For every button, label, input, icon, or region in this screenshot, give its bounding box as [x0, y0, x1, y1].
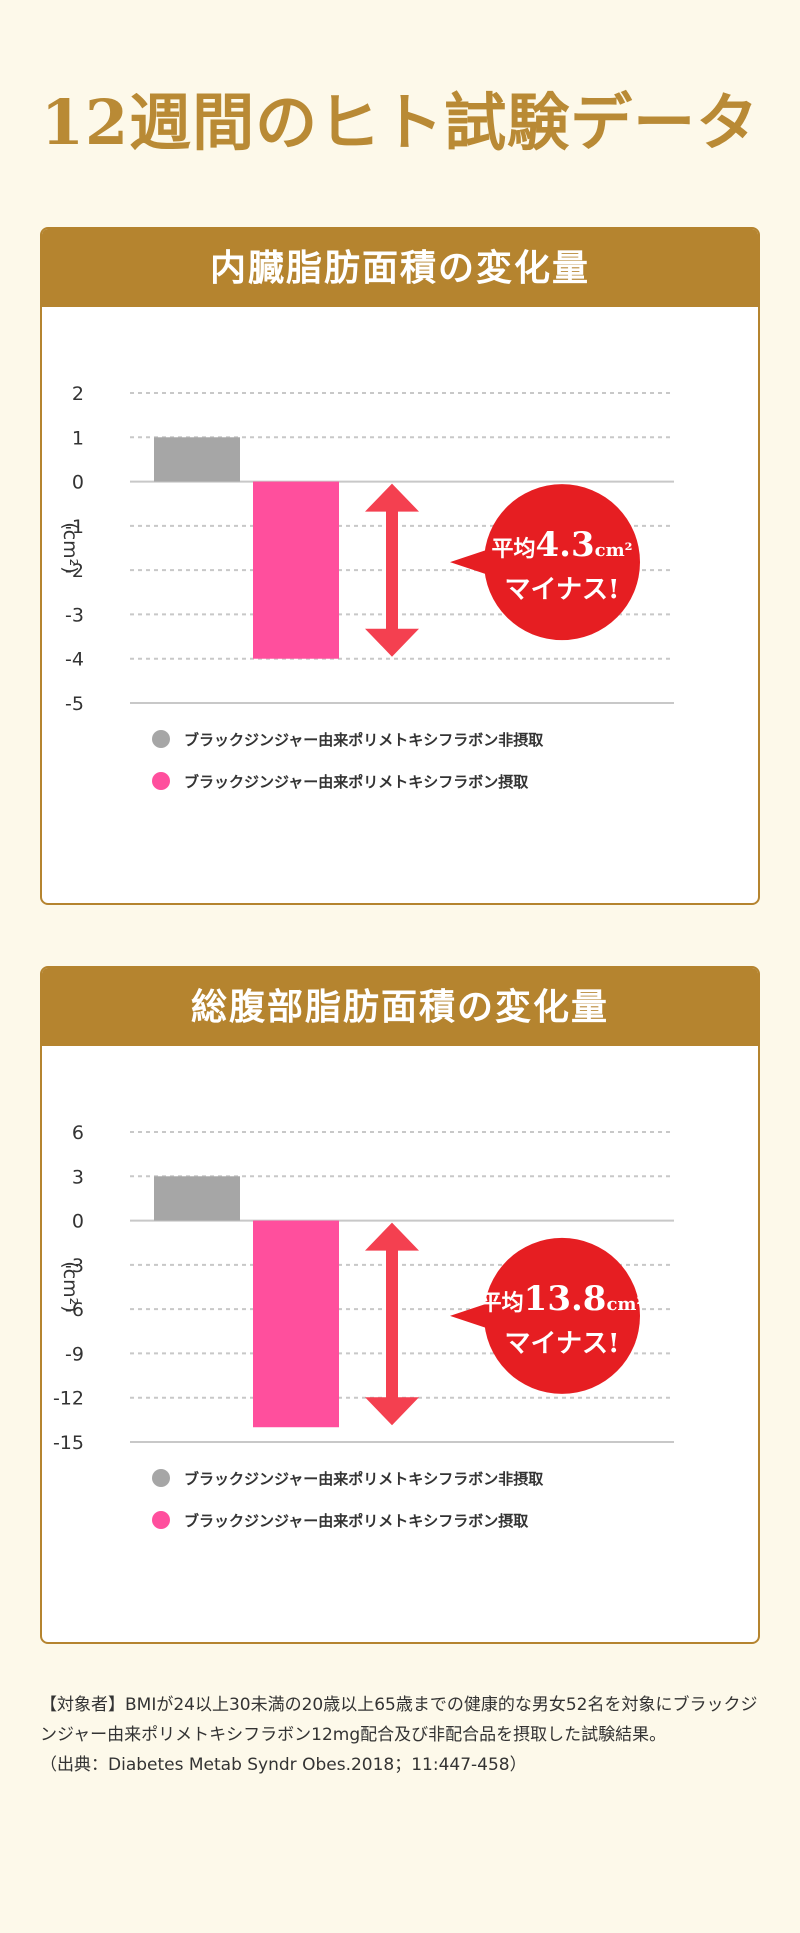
y-axis-unit-label: (cm²) [59, 522, 81, 573]
y-tick-label: -4 [65, 649, 84, 671]
y-tick-label: -12 [53, 1388, 84, 1410]
footnote-source: （出典：Diabetes Metab Syndr Obes.2018；11:44… [40, 1755, 527, 1775]
y-tick-label: -6 [65, 1299, 84, 1321]
legend-marker [152, 730, 170, 748]
y-tick-label: -3 [65, 1255, 84, 1277]
bar-control [154, 1176, 240, 1221]
legend-marker [152, 772, 170, 790]
footnote-subjects: 【対象者】BMIが24以上30未満の20歳以上65歳までの健康的な男女52名を対… [40, 1695, 758, 1745]
legend-marker [152, 1511, 170, 1529]
legend-label: ブラックジンジャー由来ポリメトキシフラボン非摂取 [184, 1470, 544, 1488]
difference-arrow [365, 483, 419, 657]
bar-treatment [253, 481, 339, 659]
callout-bubble [484, 1237, 640, 1394]
chart-title: 内臓脂肪面積の変化量 [42, 229, 758, 307]
y-tick-label: 0 [72, 472, 84, 494]
y-tick-label: -2 [65, 560, 84, 582]
chart-card-visceral-fat: 内臓脂肪面積の変化量 2 1 0 -1 -2 -3 -4 -5 (cm²) 平均4.3cm² マイナ… [40, 227, 760, 905]
y-tick-label: 1 [72, 427, 84, 449]
y-tick-label: -15 [53, 1432, 84, 1454]
legend-label: ブラックジンジャー由来ポリメトキシフラボン摂取 [184, 773, 529, 791]
y-tick-label: 0 [72, 1211, 84, 1233]
y-tick-label: -1 [65, 516, 84, 538]
callout-minus-text: マイナス! [505, 575, 620, 605]
callout-prefix: 平均 [480, 1290, 524, 1316]
callout-unit: cm² [606, 1294, 644, 1315]
total-abdominal-fat-chart: 6 3 0 -3 -6 -9 -12 -15 (cm²) 平均13.8cm² マイナス! ブラックジン… [53, 1122, 674, 1530]
chart-title: 総腹部脂肪面積の変化量 [42, 968, 758, 1046]
callout-prefix: 平均 [491, 536, 535, 562]
y-tick-label: -3 [65, 604, 84, 626]
page-title: 12週間のヒト試験データ [40, 86, 760, 159]
callout-value: 13.8 [524, 1279, 607, 1319]
chart-card-total-abdominal-fat: 総腹部脂肪面積の変化量 6 3 0 -3 -6 -9 -12 -15 (cm²) 平均13.8cm… [40, 966, 760, 1644]
y-axis-unit-label: (cm²) [59, 1261, 81, 1312]
y-tick-label: -9 [65, 1343, 84, 1365]
visceral-fat-chart: 2 1 0 -1 -2 -3 -4 -5 (cm²) 平均4.3cm² マイナス! ブラックジンジャー… [59, 383, 674, 791]
y-tick-label: 2 [72, 383, 84, 405]
legend-marker [152, 1469, 170, 1487]
legend-label: ブラックジンジャー由来ポリメトキシフラボン非摂取 [184, 731, 544, 749]
y-tick-label: 6 [72, 1122, 84, 1144]
callout-average-text: 平均4.3cm² [491, 525, 632, 565]
legend-label: ブラックジンジャー由来ポリメトキシフラボン摂取 [184, 1512, 529, 1530]
callout-bubble [484, 484, 640, 641]
y-tick-label: -5 [65, 693, 84, 715]
study-footnote: 【対象者】BMIが24以上30未満の20歳以上65歳までの健康的な男女52名を対… [40, 1690, 765, 1780]
callout-average-text: 平均13.8cm² [480, 1279, 645, 1319]
bar-treatment [253, 1220, 339, 1428]
callout-value: 4.3 [535, 525, 594, 565]
difference-arrow [365, 1222, 419, 1426]
bar-control [154, 437, 240, 482]
y-tick-label: 3 [72, 1166, 84, 1188]
callout-minus-text: マイナス! [505, 1329, 620, 1359]
callout-unit: cm² [595, 540, 633, 561]
